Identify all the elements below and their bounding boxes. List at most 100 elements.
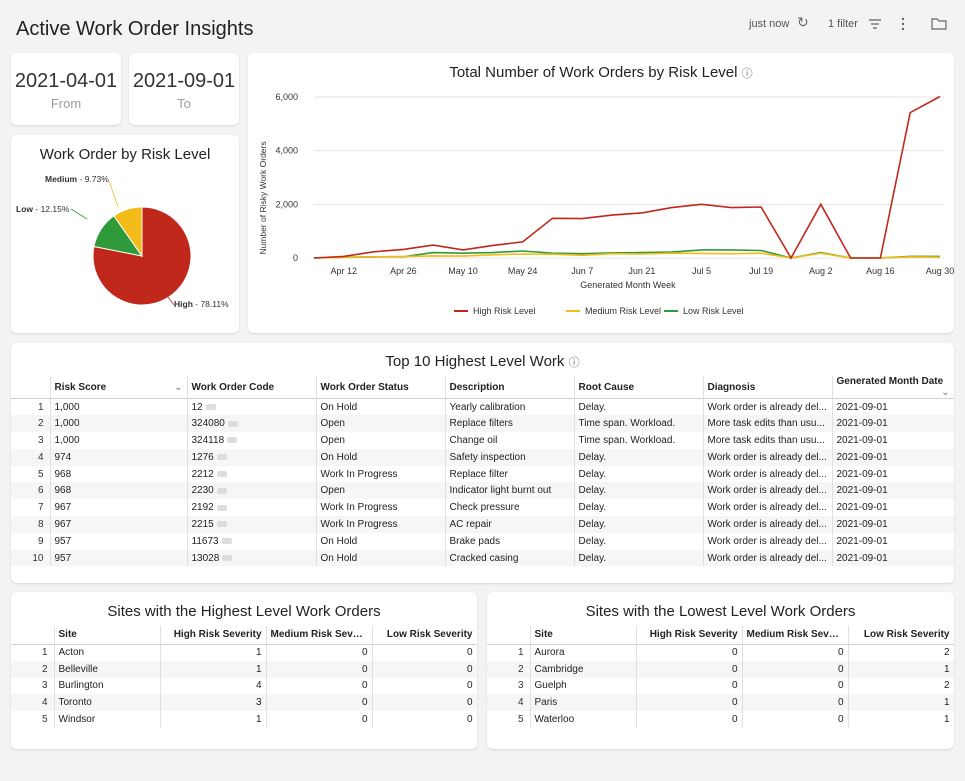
risk-score-cell[interactable]: 967	[50, 499, 188, 517]
column-header-site[interactable]: Site	[54, 626, 161, 644]
root-cause-cell[interactable]: Delay.	[574, 448, 704, 466]
work-order-code-cell[interactable]: 2192	[187, 499, 317, 517]
root-cause-cell[interactable]: Delay.	[574, 532, 704, 550]
low-risk-cell[interactable]: 1	[848, 660, 954, 678]
legend-item[interactable]: Medium Risk Level	[585, 306, 661, 316]
more-icon[interactable]	[222, 554, 233, 561]
table-row[interactable]: 3 1,000 324118 Open Change oil Time span. Wor…	[11, 432, 954, 449]
more-icon[interactable]	[216, 470, 227, 477]
work-order-code-cell[interactable]: 1276	[187, 448, 317, 466]
more-vert-icon[interactable]	[900, 17, 906, 31]
info-icon[interactable]: ⓘ	[568, 357, 580, 369]
medium-risk-cell[interactable]: 0	[742, 677, 849, 695]
description-cell[interactable]: Replace filter	[445, 465, 575, 483]
status-cell[interactable]: Work In Progress	[316, 516, 446, 533]
risk-score-cell[interactable]: 957	[50, 549, 188, 567]
work-order-code-cell[interactable]: 2230	[187, 482, 317, 500]
table-row[interactable]: 9 957 11673 On Hold Brake pads Delay. Work ord…	[11, 532, 954, 550]
date-cell[interactable]: 2021-09-01	[832, 398, 954, 416]
diagnosis-cell[interactable]: More task edits than usu...	[703, 415, 833, 433]
risk-score-cell[interactable]: 968	[50, 482, 188, 500]
root-cause-cell[interactable]: Delay.	[574, 465, 704, 483]
date-cell[interactable]: 2021-09-01	[832, 415, 954, 433]
root-cause-cell[interactable]: Delay.	[574, 549, 704, 567]
status-cell[interactable]: On Hold	[316, 398, 446, 416]
medium-risk-cell[interactable]: 0	[266, 694, 373, 712]
medium-risk-cell[interactable]: 0	[266, 660, 373, 678]
column-header-work-order-status[interactable]: Work Order Status	[316, 376, 446, 399]
root-cause-cell[interactable]: Delay.	[574, 499, 704, 517]
more-icon[interactable]	[221, 538, 232, 545]
description-cell[interactable]: Yearly calibration	[445, 398, 575, 416]
table-row[interactable]: 2 Belleville 1 0 0	[11, 660, 477, 678]
table-row[interactable]: 1 1,000 12 On Hold Yearly calibration Delay. W…	[11, 398, 954, 416]
column-header-medium-risk[interactable]: Medium Risk Sever...	[742, 626, 849, 644]
to-date-card[interactable]: 2021-09-01 To	[129, 53, 239, 125]
high-risk-cell[interactable]: 3	[160, 694, 267, 712]
medium-risk-cell[interactable]: 0	[742, 694, 849, 712]
chevron-down-icon[interactable]: ⌄	[174, 381, 183, 393]
diagnosis-cell[interactable]: More task edits than usu...	[703, 432, 833, 449]
root-cause-cell[interactable]: Delay.	[574, 482, 704, 500]
risk-score-cell[interactable]: 1,000	[50, 415, 188, 433]
work-order-code-cell[interactable]: 324118	[187, 432, 317, 449]
high-risk-cell[interactable]: 1	[160, 660, 267, 678]
date-cell[interactable]: 2021-09-01	[832, 482, 954, 500]
description-cell[interactable]: Replace filters	[445, 415, 575, 433]
description-cell[interactable]: Cracked casing	[445, 549, 575, 567]
high-risk-cell[interactable]: 0	[636, 711, 743, 728]
table-row[interactable]: 5 968 2212 Work In Progress Replace filter De…	[11, 465, 954, 483]
table-row[interactable]: 7 967 2192 Work In Progress Check pressure De…	[11, 499, 954, 517]
description-cell[interactable]: Safety inspection	[445, 448, 575, 466]
diagnosis-cell[interactable]: Work order is already del...	[703, 499, 833, 517]
site-cell[interactable]: Acton	[54, 644, 161, 661]
low-risk-cell[interactable]: 1	[848, 711, 954, 728]
date-cell[interactable]: 2021-09-01	[832, 516, 954, 533]
column-header-medium-risk[interactable]: Medium Risk Sever...	[266, 626, 373, 644]
root-cause-cell[interactable]: Delay.	[574, 398, 704, 416]
medium-risk-cell[interactable]: 0	[742, 711, 849, 728]
description-cell[interactable]: Brake pads	[445, 532, 575, 550]
low-risk-cell[interactable]: 0	[372, 644, 477, 661]
table-row[interactable]: 5 Windsor 1 0 0	[11, 711, 477, 728]
root-cause-cell[interactable]: Delay.	[574, 516, 704, 533]
folder-icon[interactable]	[931, 17, 947, 30]
status-cell[interactable]: Work In Progress	[316, 499, 446, 517]
more-icon[interactable]	[216, 487, 227, 494]
column-header-low-risk[interactable]: Low Risk Severity	[848, 626, 954, 644]
filter-count[interactable]: 1 filter	[828, 18, 858, 30]
diagnosis-cell[interactable]: Work order is already del...	[703, 398, 833, 416]
low-risk-cell[interactable]: 2	[848, 677, 954, 695]
info-icon[interactable]: ⓘ	[741, 68, 753, 80]
column-header-description[interactable]: Description	[445, 376, 575, 399]
status-cell[interactable]: On Hold	[316, 549, 446, 567]
site-cell[interactable]: Belleville	[54, 660, 161, 678]
risk-score-cell[interactable]: 974	[50, 448, 188, 466]
status-cell[interactable]: Open	[316, 432, 446, 449]
table-row[interactable]: 6 968 2230 Open Indicator light burnt out Del…	[11, 482, 954, 500]
status-cell[interactable]: Open	[316, 482, 446, 500]
column-header-generated-month-date[interactable]: Generated Month Date ⌄	[832, 376, 954, 399]
diagnosis-cell[interactable]: Work order is already del...	[703, 448, 833, 466]
table-row[interactable]: 1 Aurora 0 0 2	[487, 644, 954, 661]
more-icon[interactable]	[216, 454, 227, 461]
risk-score-cell[interactable]: 1,000	[50, 432, 188, 449]
high-risk-cell[interactable]: 0	[636, 677, 743, 695]
chevron-down-icon[interactable]: ⌄	[941, 387, 950, 398]
date-cell[interactable]: 2021-09-01	[832, 465, 954, 483]
more-icon[interactable]	[216, 521, 227, 528]
description-cell[interactable]: Check pressure	[445, 499, 575, 517]
medium-risk-cell[interactable]: 0	[266, 677, 373, 695]
work-order-code-cell[interactable]: 324080	[187, 415, 317, 433]
more-icon[interactable]	[216, 504, 227, 511]
column-header-risk-score[interactable]: Risk Score ⌄	[50, 376, 188, 399]
column-header-root-cause[interactable]: Root Cause	[574, 376, 704, 399]
diagnosis-cell[interactable]: Work order is already del...	[703, 516, 833, 533]
site-cell[interactable]: Toronto	[54, 694, 161, 712]
risk-score-cell[interactable]: 968	[50, 465, 188, 483]
table-row[interactable]: 3 Guelph 0 0 2	[487, 677, 954, 695]
series-line-high-risk-level[interactable]	[313, 95, 941, 260]
series-line-medium-risk-level[interactable]	[313, 252, 941, 259]
column-header-low-risk[interactable]: Low Risk Severity	[372, 626, 477, 644]
root-cause-cell[interactable]: Time span. Workload.	[574, 432, 704, 449]
